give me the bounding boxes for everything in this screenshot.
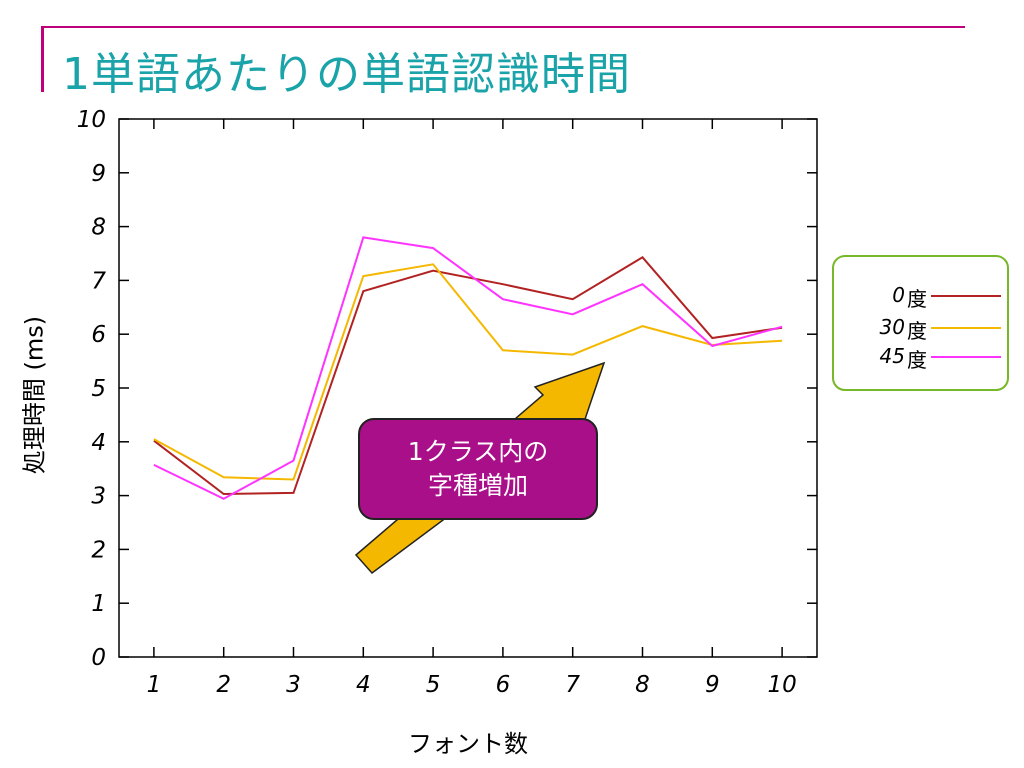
series-line-1: [153, 263, 783, 481]
x-tick-label: 1: [147, 672, 162, 698]
y-tick-label: 8: [91, 215, 106, 241]
y-tick-label: 0: [91, 645, 106, 671]
plot-frame: [118, 118, 818, 658]
y-tick-label: 6: [91, 322, 106, 348]
chart-axes: 0 1 2 3 4 5 6 7 8 9 10 1 2 3 4 5 6 7 8 9 10: [77, 107, 818, 698]
series-line-2: [153, 236, 783, 500]
title-accent-bar: [41, 26, 44, 92]
legend-unit: 度: [907, 348, 927, 372]
chart-series: [153, 236, 783, 500]
x-tick-label: 4: [356, 672, 371, 698]
legend-swatch: [931, 356, 1001, 358]
y-tick-label: 3: [91, 484, 106, 510]
y-tick-label: 1: [91, 591, 106, 617]
y-tick-label: 5: [91, 376, 106, 402]
legend-label: 0: [892, 283, 905, 307]
x-tick-label: 8: [635, 672, 650, 698]
x-tick-label: 3: [286, 672, 301, 698]
y-tick-label: 7: [91, 268, 106, 294]
y-axis-label: 処理時間 (ms): [20, 315, 49, 475]
y-tick-label: 4: [91, 430, 106, 456]
page-title: 1単語あたりの単語認識時間: [62, 49, 631, 100]
legend-item-0: 0 度: [834, 283, 1009, 311]
callout-line-1: 1クラス内の: [407, 437, 549, 466]
callout-box: 1クラス内の 字種増加: [358, 418, 598, 520]
legend-swatch: [931, 327, 1001, 329]
series-line-0: [153, 256, 783, 496]
x-tick-label: 10: [767, 672, 796, 698]
callout-line-2: 字種増加: [427, 471, 528, 500]
legend-unit: 度: [907, 287, 927, 311]
legend-item-45: 45 度: [834, 344, 1009, 372]
y-tick-label: 10: [77, 107, 106, 133]
legend-unit: 度: [907, 319, 927, 343]
x-tick-label: 9: [705, 672, 720, 698]
title-rule: [41, 26, 965, 28]
x-tick-label: 6: [496, 672, 511, 698]
legend-swatch: [931, 295, 1001, 297]
y-tick-label: 9: [91, 161, 106, 187]
x-tick-label: 5: [426, 672, 441, 698]
x-tick-label: 7: [565, 672, 580, 698]
chart-legend: 0 度 30 度 45 度: [832, 255, 1009, 391]
legend-label: 45: [879, 344, 905, 368]
legend-label: 30: [879, 315, 905, 339]
x-tick-label: 2: [216, 672, 231, 698]
y-tick-label: 2: [91, 537, 106, 563]
legend-item-30: 30 度: [834, 315, 1009, 343]
x-axis-label: フォント数: [408, 730, 528, 758]
